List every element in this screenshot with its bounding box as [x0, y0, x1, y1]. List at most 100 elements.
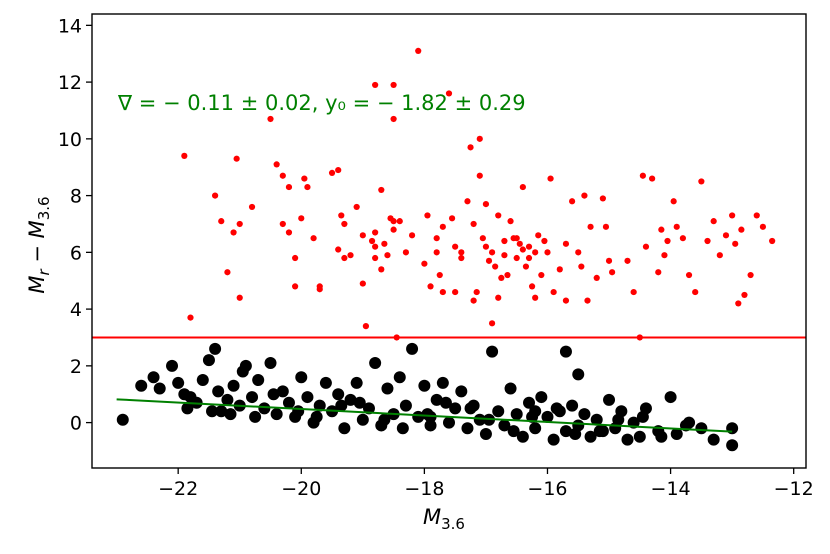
red-point [562, 297, 570, 304]
black-point [655, 430, 668, 443]
red-point [292, 283, 299, 290]
red-point [181, 152, 188, 159]
black-point [455, 385, 468, 398]
black-point [172, 376, 185, 389]
x-tick-label: −12 [774, 478, 814, 500]
red-point [519, 246, 526, 253]
black-point [621, 433, 634, 446]
red-point [609, 269, 616, 276]
red-point [353, 203, 360, 211]
red-point [390, 218, 397, 225]
black-point [590, 413, 603, 426]
red-point [359, 280, 366, 287]
red-point [421, 260, 428, 267]
black-point [147, 371, 160, 384]
black-point [559, 425, 572, 438]
red-point [729, 212, 736, 219]
black-point [523, 396, 536, 409]
red-point [732, 240, 739, 247]
red-points-layer [181, 47, 776, 341]
black-point [449, 402, 462, 415]
red-point [685, 271, 693, 279]
red-point [233, 155, 240, 162]
black-point [381, 382, 394, 395]
red-point [495, 294, 502, 301]
black-point [224, 408, 237, 421]
red-point [408, 232, 416, 239]
red-point [445, 90, 453, 97]
red-point [298, 215, 305, 222]
red-point [507, 218, 514, 225]
black-point [135, 379, 148, 392]
black-point [393, 371, 406, 384]
red-point [538, 271, 545, 279]
red-point [584, 297, 591, 304]
red-point [341, 220, 348, 228]
black-point [439, 396, 452, 409]
black-point [572, 368, 585, 381]
black-point [276, 385, 289, 398]
black-point [707, 433, 720, 446]
red-point [522, 263, 530, 270]
red-point [599, 195, 606, 202]
red-point [673, 223, 680, 230]
red-point [381, 240, 388, 247]
red-point [458, 249, 465, 256]
red-point [738, 226, 745, 233]
black-point [209, 342, 222, 355]
red-point [569, 198, 576, 205]
red-point [535, 232, 542, 239]
red-point [735, 300, 742, 307]
red-point [393, 334, 400, 341]
black-point [566, 399, 579, 412]
black-point [479, 427, 492, 440]
red-point [528, 283, 536, 290]
red-point [479, 235, 486, 242]
black-point [569, 427, 582, 440]
red-point [605, 257, 613, 264]
red-point [639, 172, 646, 179]
x-tick-label: −16 [527, 478, 567, 500]
red-point [532, 294, 539, 301]
red-point [476, 172, 483, 179]
black-point [492, 405, 505, 418]
black-point [430, 393, 443, 406]
red-point [501, 237, 508, 245]
red-point [498, 274, 505, 281]
black-point [227, 379, 240, 392]
red-point [359, 232, 366, 239]
red-point [372, 243, 379, 250]
black-point [516, 430, 529, 443]
y-tick-label: 10 [58, 129, 82, 151]
red-point [310, 235, 317, 242]
red-point [248, 203, 256, 211]
red-point [658, 226, 665, 233]
red-point [492, 263, 499, 270]
x-axis-label: M3.6 [423, 505, 465, 533]
y-tick-label: 14 [58, 15, 82, 37]
black-point [246, 391, 259, 404]
black-point [593, 425, 606, 438]
black-point [421, 408, 434, 421]
black-point [636, 410, 649, 423]
red-point [439, 223, 446, 230]
black-point [473, 413, 486, 426]
x-tick-label: −14 [651, 478, 691, 500]
black-point [436, 376, 449, 389]
red-point [436, 271, 443, 279]
black-point [335, 399, 348, 412]
red-point [710, 218, 717, 225]
red-point [722, 232, 730, 239]
red-point [415, 47, 422, 54]
red-point [679, 235, 686, 242]
red-point [439, 288, 446, 296]
red-point [593, 274, 600, 281]
red-point [547, 175, 554, 182]
red-point [704, 237, 711, 245]
black-point [295, 371, 308, 384]
black-point [507, 425, 520, 438]
y-tick-label: 2 [70, 356, 82, 378]
red-point [301, 175, 308, 182]
black-point [726, 422, 739, 435]
